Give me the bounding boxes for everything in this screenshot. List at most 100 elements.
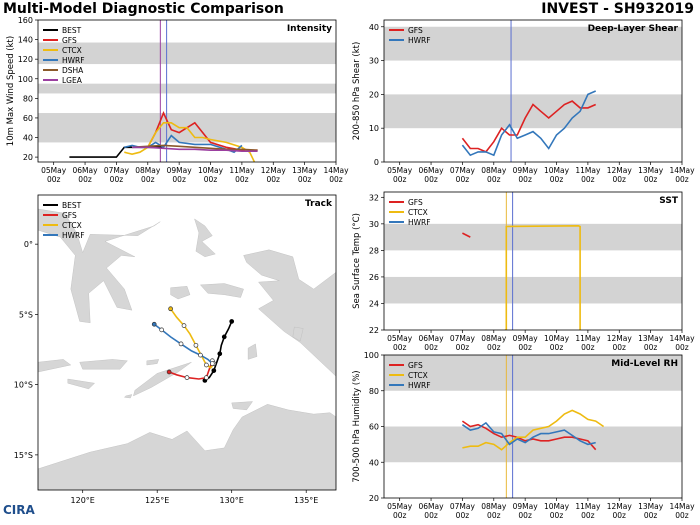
track-ytick-label: 0° [24, 240, 33, 249]
rh-legend-label-ctcx: CTCX [408, 371, 428, 380]
rh-xtick-date: 06May [419, 502, 445, 511]
storm-id: INVEST - SH932019 [541, 1, 694, 17]
track-point-hwrf [159, 327, 165, 333]
track-ytick-label: 5°S [19, 310, 33, 319]
track-land [231, 401, 254, 411]
intensity-xtick-hour: 00z [78, 175, 92, 184]
intensity-xtick-date: 12May [261, 166, 287, 175]
track-xtick-label: 135°E [294, 496, 318, 505]
intensity-title: Intensity [287, 24, 332, 34]
shear-plot-area [384, 20, 682, 162]
shear-legend-label-gfs: GFS [408, 26, 423, 35]
intensity-xtick-hour: 00z [235, 175, 249, 184]
intensity-legend-label-lgea: LGEA [62, 76, 83, 85]
intensity-band [38, 42, 336, 65]
intensity-legend-label-best: BEST [62, 26, 82, 35]
rh-ytick-label: 80 [369, 387, 379, 396]
intensity-ytick-label: 40 [23, 134, 33, 143]
track-land [133, 362, 192, 397]
shear-xtick-hour: 00z [424, 175, 438, 184]
intensity-xtick-date: 09May [167, 166, 193, 175]
track-xtick-label: 120°E [71, 496, 95, 505]
intensity-xtick-hour: 00z [47, 175, 61, 184]
intensity-legend-label-gfs: GFS [62, 36, 77, 45]
sst-ytick-label: 26 [369, 273, 379, 282]
rh-xtick-hour: 00z [644, 511, 658, 520]
sst-ylabel: Sea Surface Temp (°C) [352, 213, 362, 309]
intensity-band [38, 83, 336, 94]
track-legend-label-gfs: GFS [62, 211, 77, 220]
sst-xtick-hour: 00z [487, 343, 501, 352]
track-series-gfs [168, 360, 214, 380]
rh-ytick-label: 60 [369, 423, 379, 432]
shear-xtick-hour: 00z [550, 175, 564, 184]
sst-chart: 22242628303205May00z06May00z07May00z08Ma… [352, 191, 695, 352]
sst-legend-label-ctcx: CTCX [408, 208, 428, 217]
rh-xtick-hour: 00z [456, 511, 470, 520]
rh-xtick-date: 08May [481, 502, 507, 511]
track-point-hwrf [209, 361, 215, 366]
sst-xtick-date: 14May [669, 334, 695, 343]
sst-xtick-hour: 00z [424, 343, 438, 352]
shear-ytick-label: 10 [369, 124, 379, 133]
sst-series-ctcx [504, 224, 581, 330]
intensity-xtick-hour: 00z [298, 175, 312, 184]
intensity-xtick-hour: 00z [267, 175, 281, 184]
track-point-gfs [166, 369, 172, 375]
rh-band [384, 355, 682, 391]
track-legend-label-best: BEST [62, 201, 82, 210]
sst-band [384, 276, 682, 304]
shear-xtick-date: 05May [387, 166, 413, 175]
track-xtick-label: 130°E [220, 496, 244, 505]
track-land [38, 359, 72, 373]
rh-ylabel: 700-500 hPa Humidity (%) [352, 370, 362, 482]
track-land [243, 249, 336, 377]
intensity-xtick-hour: 00z [172, 175, 186, 184]
shear-ytick-label: 20 [369, 90, 379, 99]
shear-ylabel: 200-850 hPa Shear (kt) [352, 42, 362, 141]
intensity-xtick-hour: 00z [141, 175, 155, 184]
track-title: Track [305, 199, 333, 209]
track-point-hwrf [151, 321, 157, 327]
track-point-ctcx [193, 342, 199, 348]
intensity-ytick-label: 120 [18, 55, 33, 64]
rh-xtick-hour: 00z [424, 511, 438, 520]
track-land [146, 359, 159, 366]
track-point-ctcx [181, 323, 187, 328]
sst-legend-label-gfs: GFS [408, 198, 423, 207]
sst-xtick-date: 12May [607, 334, 633, 343]
shear-band [384, 94, 682, 129]
intensity-plot-area [38, 20, 336, 162]
intensity-ytick-label: 60 [23, 114, 33, 123]
shear-xtick-hour: 00z [518, 175, 532, 184]
intensity-xtick-date: 05May [41, 166, 67, 175]
shear-xtick-date: 09May [513, 166, 539, 175]
figure-title: Multi-Model Diagnostic Comparison [3, 1, 284, 17]
intensity-ylabel: 10m Max Wind Speed (kt) [6, 36, 16, 146]
intensity-ytick-label: 80 [23, 94, 33, 103]
shear-ytick-label: 40 [369, 23, 379, 32]
rh-ytick-label: 40 [369, 458, 379, 467]
shear-ytick-label: 0 [374, 158, 379, 167]
shear-title: Deep-Layer Shear [588, 24, 679, 34]
sst-ytick-label: 22 [369, 326, 379, 335]
shear-series-hwrf [461, 90, 597, 157]
track-land [199, 283, 244, 298]
shear-xtick-date: 10May [544, 166, 570, 175]
rh-plot-area [384, 355, 682, 498]
rh-xtick-date: 14May [669, 502, 695, 511]
rh-xtick-hour: 00z [518, 511, 532, 520]
shear-xtick-hour: 00z [613, 175, 627, 184]
track-point-hwrf [198, 352, 203, 358]
intensity-legend-label-dsha: DSHA [62, 66, 84, 75]
sst-title: SST [659, 196, 679, 206]
intensity-chart: 2040608010012014016005May00z06May00z07Ma… [6, 16, 349, 184]
track-point-hwrf [178, 341, 184, 347]
intensity-xtick-date: 11May [229, 166, 255, 175]
track-chart: 120°E 125°E 130°E 135°E 0° 5°S 10°S 15°S Track BE… [14, 194, 337, 505]
sst-xtick-date: 08May [481, 334, 507, 343]
sst-frame [383, 191, 683, 331]
